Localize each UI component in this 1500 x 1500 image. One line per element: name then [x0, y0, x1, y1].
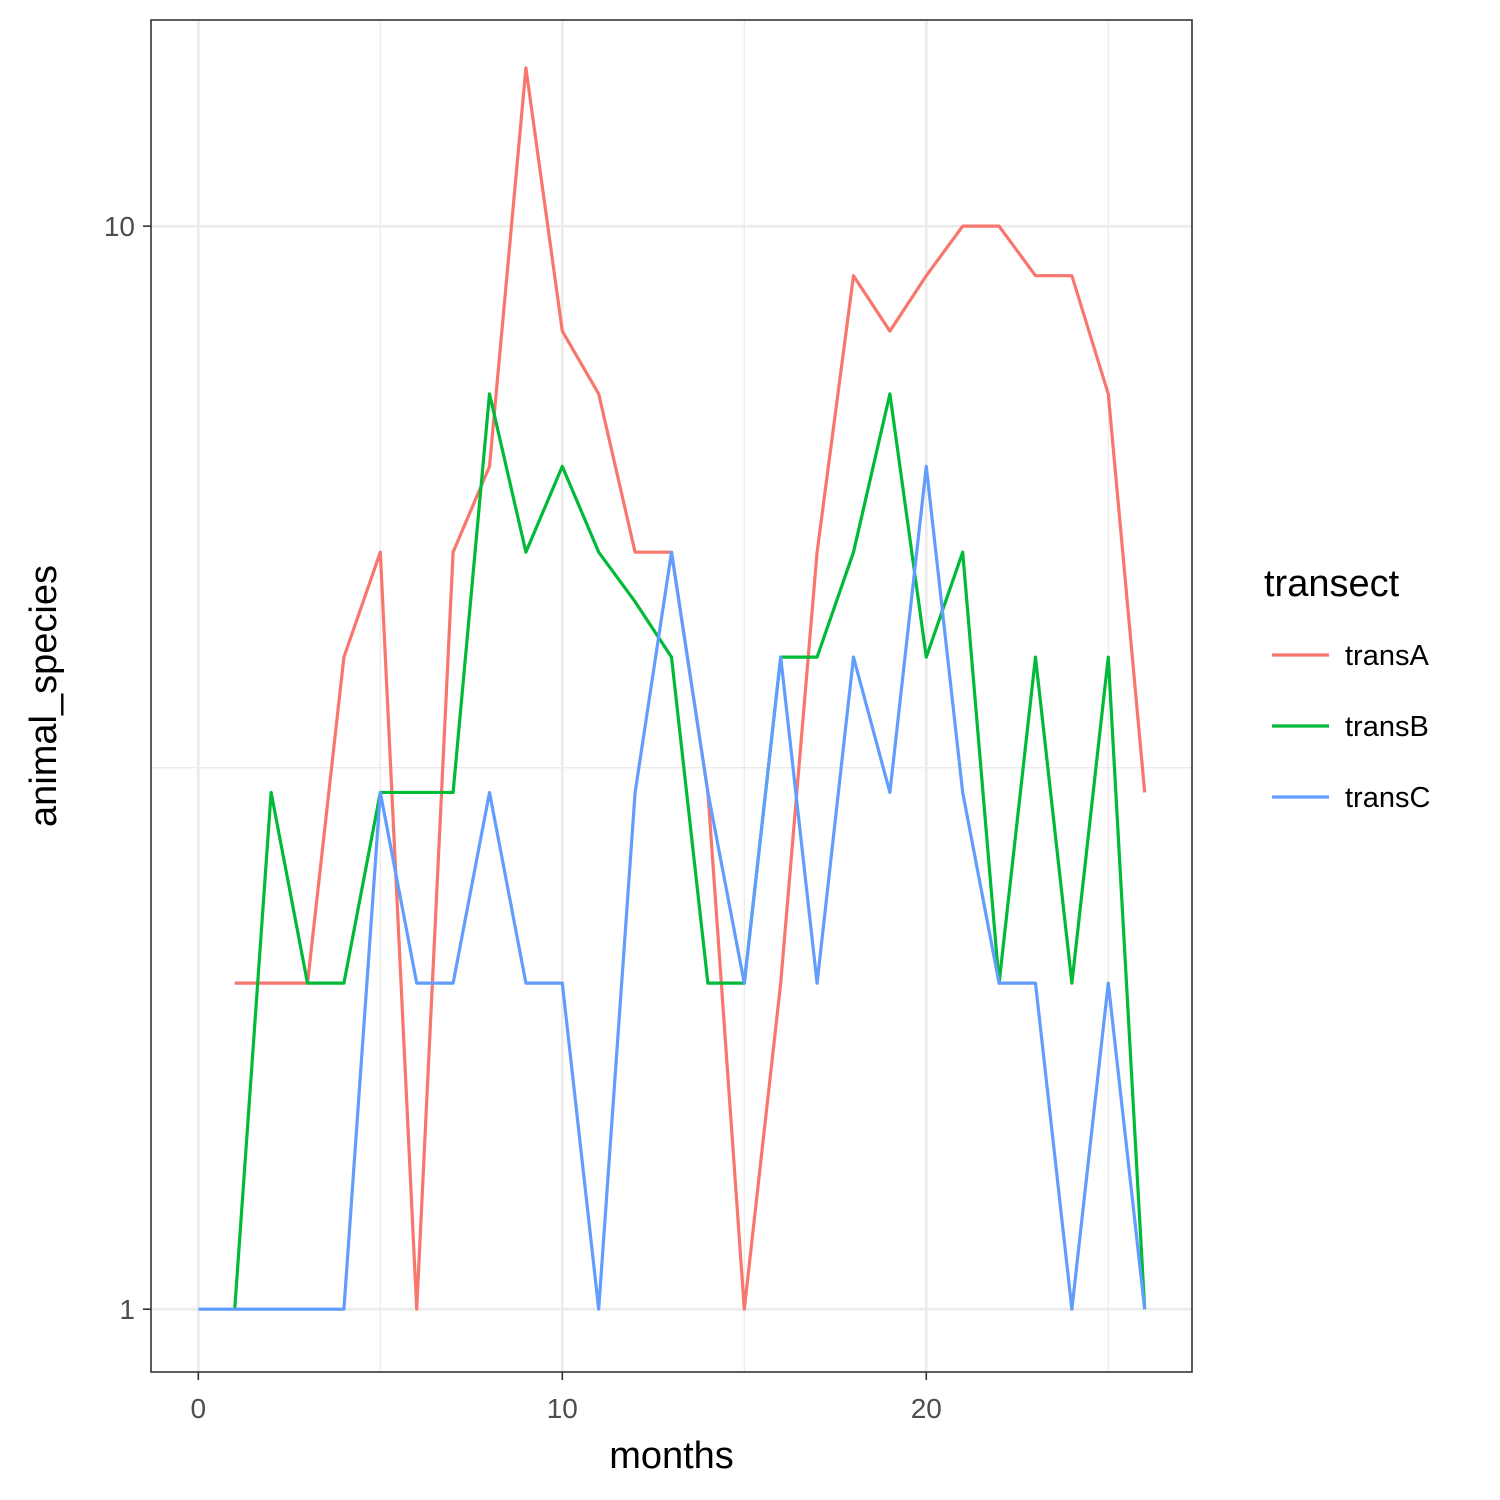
- series-lines: [198, 66, 1147, 1311]
- axes: 0 10 20 1 10: [104, 211, 942, 1424]
- legend-label-transB: transB: [1345, 711, 1429, 743]
- y-tick-label: 1: [119, 1294, 135, 1325]
- x-tick-label: 0: [191, 1393, 207, 1424]
- series-line-transB: [233, 392, 1147, 1310]
- series-line-transC: [198, 464, 1147, 1311]
- legend-title: transect: [1264, 563, 1400, 605]
- x-axis-title: months: [609, 1435, 734, 1477]
- plot-panel-border: [150, 19, 1193, 1373]
- legend-label-transA: transA: [1345, 640, 1429, 672]
- y-axis-title: animal_species: [23, 565, 65, 827]
- legend-label-transC: transC: [1345, 782, 1430, 814]
- x-tick-label: 20: [911, 1393, 942, 1424]
- legend: transect transA transB transC: [1264, 563, 1430, 814]
- x-tick-label: 10: [547, 1393, 578, 1424]
- y-tick-label: 10: [104, 211, 135, 242]
